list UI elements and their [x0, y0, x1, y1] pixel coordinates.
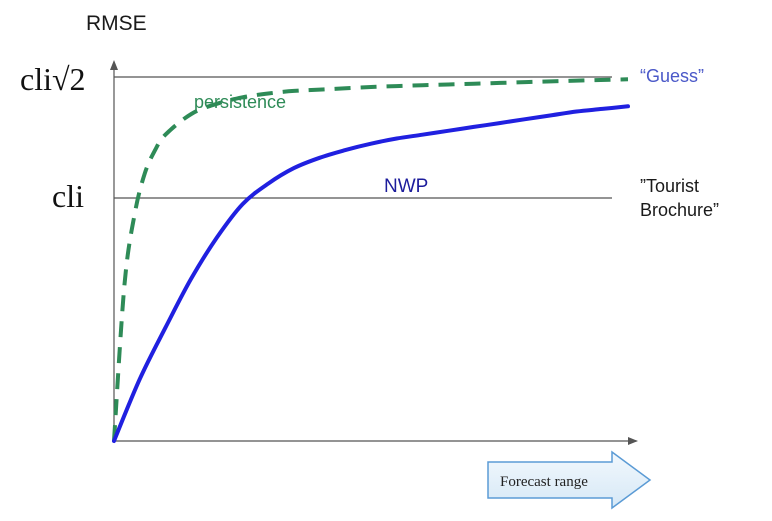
y-axis-title: RMSE: [86, 12, 147, 35]
y-tick-label-cli-sqrt2: cli√2: [20, 61, 86, 97]
persistence-series-label: persistence: [194, 92, 286, 112]
nwp-series-label: NWP: [384, 176, 428, 197]
persistence-series-line: [112, 77, 629, 442]
y-axis-arrowhead: [110, 60, 118, 70]
tourist-brochure-label-line2: Brochure”: [640, 200, 719, 220]
forecast-range-arrow-icon: [487, 450, 652, 510]
guess-label: “Guess”: [640, 66, 704, 86]
x-axis-arrowhead: [628, 437, 638, 445]
y-tick-label-cli: cli: [52, 178, 84, 214]
nwp-series-line: [112, 104, 630, 443]
tourist-brochure-label-line1: ”Tourist: [640, 176, 699, 196]
x-axis-title: Forecast range: [500, 474, 588, 490]
